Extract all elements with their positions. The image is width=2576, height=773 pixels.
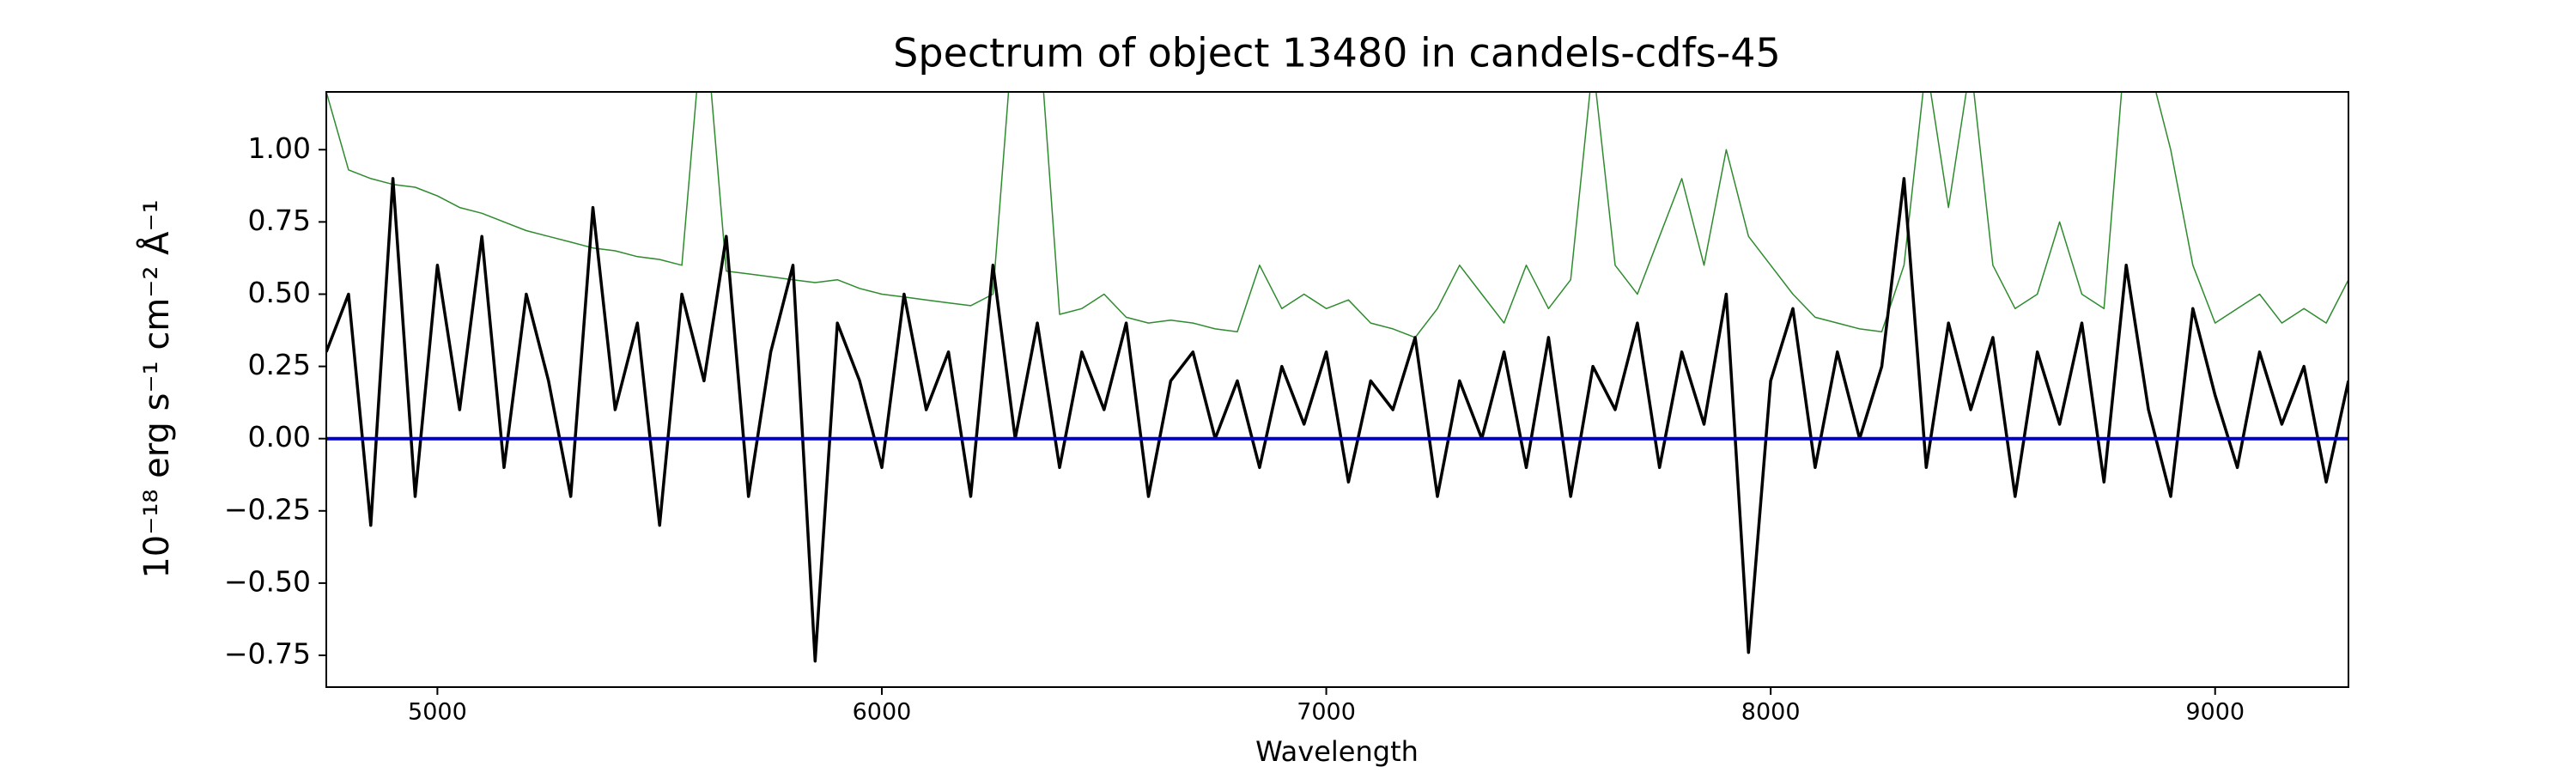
chart-title: Spectrum of object 13480 in candels-cdfs… xyxy=(893,30,1781,76)
spectrum-line xyxy=(326,92,2348,338)
x-tick-label: 7000 xyxy=(1297,699,1356,726)
y-axis-label: 10⁻¹⁸ erg s⁻¹ cm⁻² Å⁻¹ xyxy=(136,199,177,578)
y-tick-label: −0.75 xyxy=(224,636,311,670)
x-tick-label: 9000 xyxy=(2185,699,2245,726)
y-tick-label: −0.25 xyxy=(224,492,311,526)
x-axis-label: Wavelength xyxy=(1255,735,1419,768)
spectrum-line xyxy=(326,177,2348,663)
y-tick-label: −0.50 xyxy=(224,564,311,598)
y-tick-label: 0.00 xyxy=(248,420,311,453)
plot-area xyxy=(326,92,2348,663)
x-tick-label: 8000 xyxy=(1741,699,1801,726)
x-tick-label: 6000 xyxy=(853,699,912,726)
y-tick-label: 0.25 xyxy=(248,348,311,381)
y-tick-label: 0.50 xyxy=(248,276,311,309)
plot-frame xyxy=(325,91,2349,688)
y-tick-label: 0.75 xyxy=(248,204,311,237)
y-tick-label: 1.00 xyxy=(248,131,311,165)
x-tick-label: 5000 xyxy=(408,699,467,726)
